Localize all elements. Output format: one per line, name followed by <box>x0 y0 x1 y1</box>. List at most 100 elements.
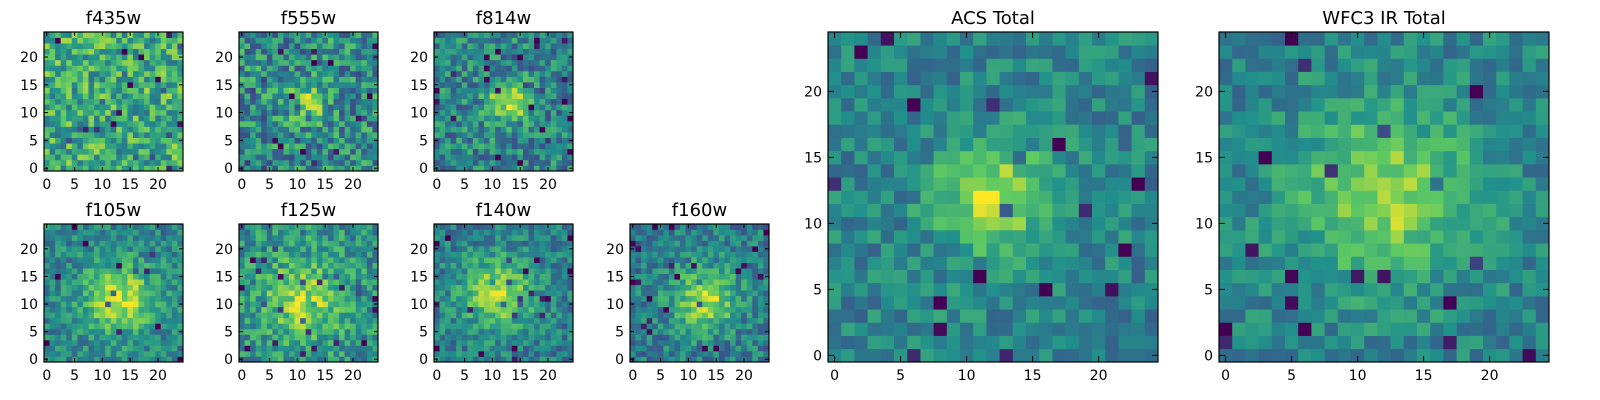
heatmap-cell <box>88 339 95 346</box>
heatmap-cell <box>506 284 513 291</box>
heatmap-cell <box>82 235 89 241</box>
heatmap-cell <box>484 339 490 346</box>
heatmap-cell <box>500 295 507 302</box>
heatmap-cell <box>60 87 67 94</box>
heatmap-cell <box>239 268 245 275</box>
heatmap-cell <box>528 240 535 247</box>
heatmap-cell <box>986 177 1000 191</box>
heatmap-cell <box>94 323 100 330</box>
heatmap-cell <box>110 37 117 44</box>
heatmap-cell <box>316 251 323 258</box>
heatmap-cell <box>973 322 987 336</box>
heatmap-cell <box>99 120 106 127</box>
heatmap-cell <box>144 132 150 138</box>
heatmap-cell <box>556 159 563 166</box>
heatmap-cell <box>333 251 340 258</box>
heatmap-cell <box>177 120 184 127</box>
heatmap-cell <box>668 356 675 363</box>
heatmap-cell <box>539 268 546 275</box>
heatmap-cell <box>478 334 485 341</box>
heatmap-cell <box>724 229 731 236</box>
heatmap-cell <box>511 126 518 133</box>
heatmap-cell <box>250 350 257 357</box>
heatmap-cell <box>657 339 664 346</box>
heatmap-cell <box>685 229 692 236</box>
heatmap-cell <box>746 334 753 341</box>
heatmap-cell <box>110 137 117 144</box>
heatmap-cell <box>478 148 485 155</box>
heatmap-cell <box>741 273 748 280</box>
heatmap-cell <box>60 159 67 166</box>
heatmap-cell <box>1012 203 1027 218</box>
heatmap-cell <box>44 104 50 111</box>
heatmap-cell <box>49 98 56 105</box>
heatmap-cell <box>1012 322 1027 336</box>
heatmap-cell <box>305 229 312 236</box>
heatmap-cell <box>545 70 552 77</box>
heatmap-cell <box>44 159 50 166</box>
heatmap-cell <box>344 334 351 341</box>
heatmap-cell <box>99 339 106 346</box>
heatmap-cell <box>255 143 262 150</box>
heatmap-cell <box>668 224 675 230</box>
heatmap-cell <box>289 154 295 161</box>
heatmap-cell <box>630 279 636 286</box>
heatmap-cell <box>674 235 681 241</box>
heatmap-cell <box>244 70 251 77</box>
heatmap-cell <box>266 120 273 127</box>
heatmap-cell <box>49 43 56 50</box>
heatmap-cell <box>155 148 162 155</box>
heatmap-cell <box>550 109 557 116</box>
heatmap-cell <box>450 350 457 357</box>
heatmap-cell <box>327 235 334 241</box>
heatmap-cell <box>350 257 357 263</box>
heatmap-cell <box>556 312 563 319</box>
heatmap-cell <box>261 328 268 335</box>
heatmap-cell <box>49 301 56 308</box>
heatmap-cell <box>132 224 139 230</box>
heatmap-cell <box>155 143 162 150</box>
heatmap-cell <box>250 76 257 83</box>
heatmap-cell <box>121 279 128 286</box>
heatmap-cell <box>71 350 78 357</box>
heatmap-cell <box>1026 296 1040 310</box>
heatmap-cell <box>718 323 725 330</box>
heatmap-cell <box>77 356 84 363</box>
heatmap-cell <box>567 148 574 155</box>
heatmap-cell <box>445 65 452 72</box>
heatmap-cell <box>116 104 123 111</box>
heatmap-cell <box>355 98 362 105</box>
heatmap-cell <box>350 301 357 308</box>
heatmap-cell <box>757 334 764 341</box>
heatmap-cell <box>322 93 329 100</box>
heatmap-cell <box>1065 177 1080 191</box>
heatmap-cell <box>1012 230 1027 244</box>
heatmap-cell <box>250 273 257 280</box>
heatmap-cell <box>305 323 312 330</box>
heatmap-cell <box>272 120 279 127</box>
heatmap-cell <box>127 334 134 341</box>
heatmap-cell <box>763 290 770 297</box>
heatmap-cell <box>277 43 284 50</box>
heatmap-cell <box>144 306 150 313</box>
heatmap-cell <box>144 32 150 38</box>
heatmap-cell <box>149 159 156 166</box>
heatmap-cell <box>522 240 529 247</box>
heatmap-cell <box>920 150 934 165</box>
heatmap-cell <box>99 251 106 258</box>
heatmap-cell <box>960 256 974 270</box>
heatmap-cell <box>635 312 642 319</box>
heatmap-cell <box>294 43 301 50</box>
heatmap-cell <box>561 224 568 230</box>
heatmap-cell <box>110 126 117 133</box>
heatmap-cell <box>456 312 463 319</box>
heatmap-cell <box>60 115 67 122</box>
heatmap-cell <box>149 87 156 94</box>
heatmap-cell <box>355 323 362 330</box>
heatmap-cell <box>372 159 379 166</box>
heatmap-cell <box>680 229 686 236</box>
heatmap-cell <box>1065 164 1080 178</box>
heatmap-cell <box>272 126 279 133</box>
heatmap-cell <box>550 70 557 77</box>
heatmap-cell <box>567 104 574 111</box>
